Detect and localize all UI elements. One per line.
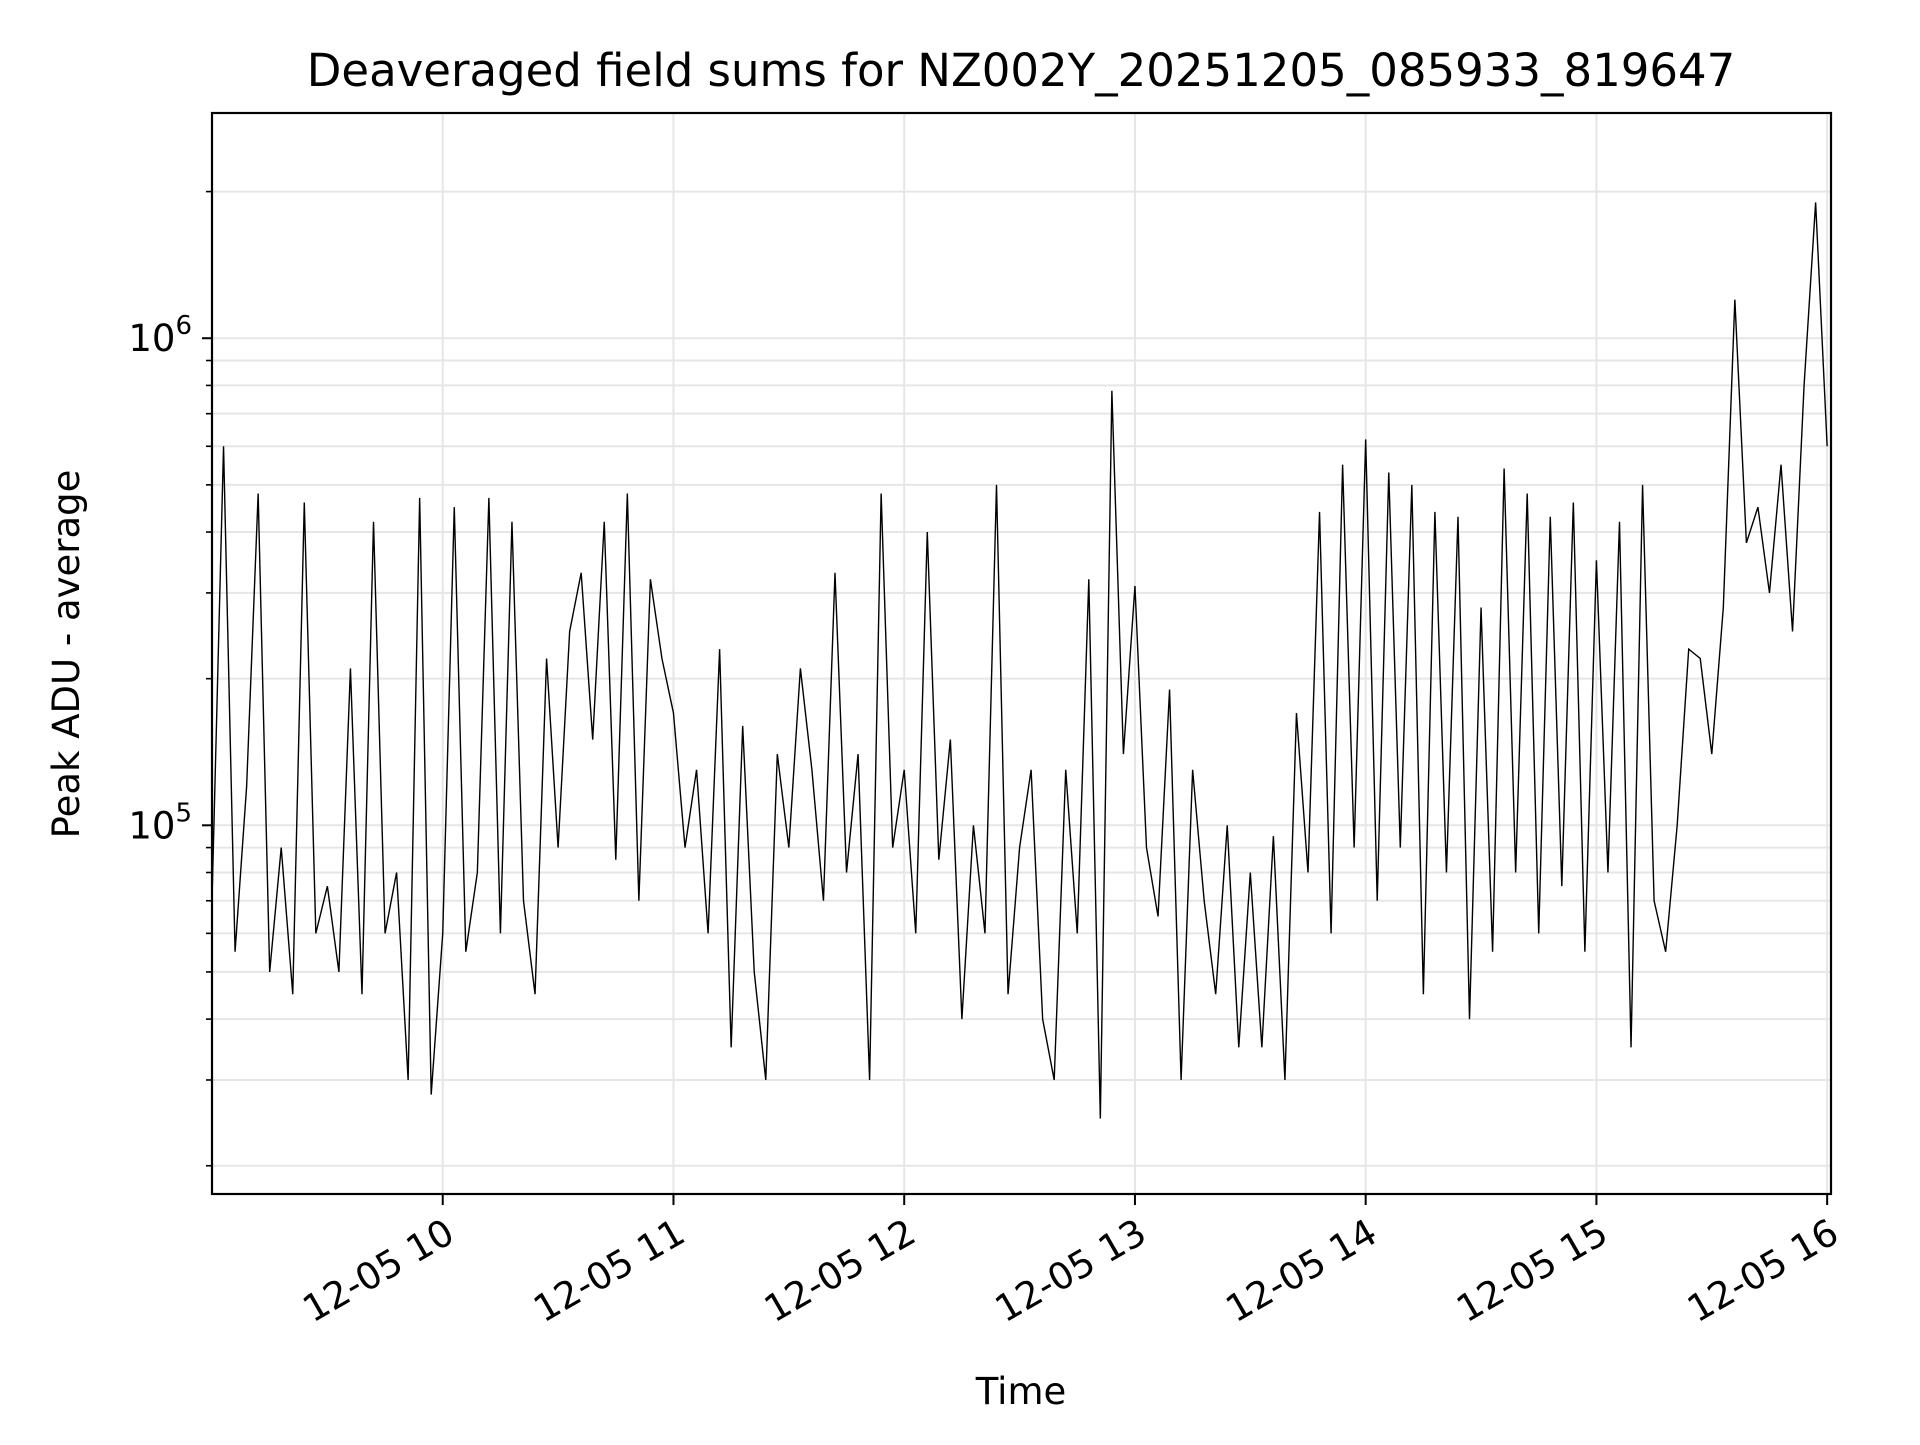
y-tick-exponent: 5 (175, 798, 192, 828)
y-axis-label: Peak ADU - average (45, 470, 88, 839)
y-tick-base: 10 (128, 317, 175, 360)
chart-title: Deaveraged field sums for NZ002Y_2025120… (307, 44, 1736, 97)
x-axis-label: Time (975, 1370, 1067, 1413)
y-tick-exponent: 6 (175, 311, 192, 341)
y-tick-base: 10 (128, 804, 175, 847)
